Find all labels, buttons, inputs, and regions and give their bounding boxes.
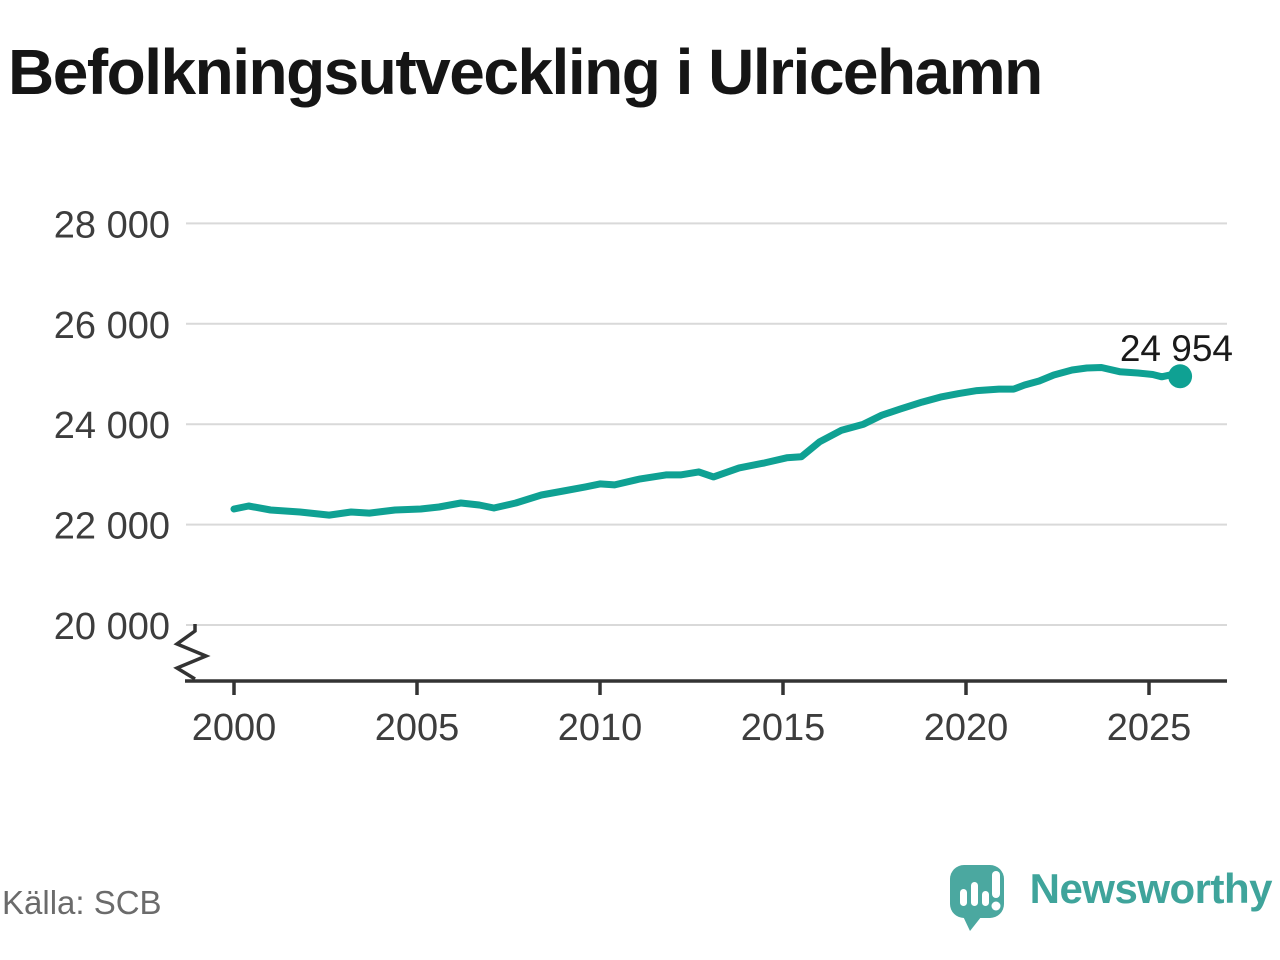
- latest-value-label: 24 954: [1120, 328, 1233, 369]
- source-caption: Källa: SCB: [2, 884, 162, 921]
- population-line: [230, 364, 1184, 519]
- axis-break-icon: [173, 624, 211, 681]
- y-tick-label: 20 000: [54, 606, 170, 648]
- x-tick-label: 2010: [558, 707, 643, 749]
- x-tick-label: 2005: [375, 707, 460, 749]
- newsworthy-logo-icon: [949, 865, 1004, 931]
- x-tick-label: 2025: [1107, 707, 1192, 749]
- latest-value-dot: [1168, 364, 1193, 389]
- newsworthy-logo: Newsworthy: [944, 858, 1273, 936]
- y-tick-label: 24 000: [54, 405, 170, 447]
- newsworthy-wordmark: Newsworthy: [1029, 865, 1273, 912]
- bar-chart-exclamation-icon: [959, 871, 1001, 911]
- x-tick-label: 2000: [192, 707, 277, 749]
- y-tick-label: 22 000: [54, 506, 170, 548]
- x-tick-label: 2015: [741, 707, 826, 749]
- y-tick-label: 26 000: [54, 305, 170, 347]
- chart-title: Befolkningsutveckling i Ulricehamn: [8, 36, 1043, 108]
- y-tick-label: 28 000: [54, 204, 170, 246]
- x-tick-label: 2020: [924, 707, 1009, 749]
